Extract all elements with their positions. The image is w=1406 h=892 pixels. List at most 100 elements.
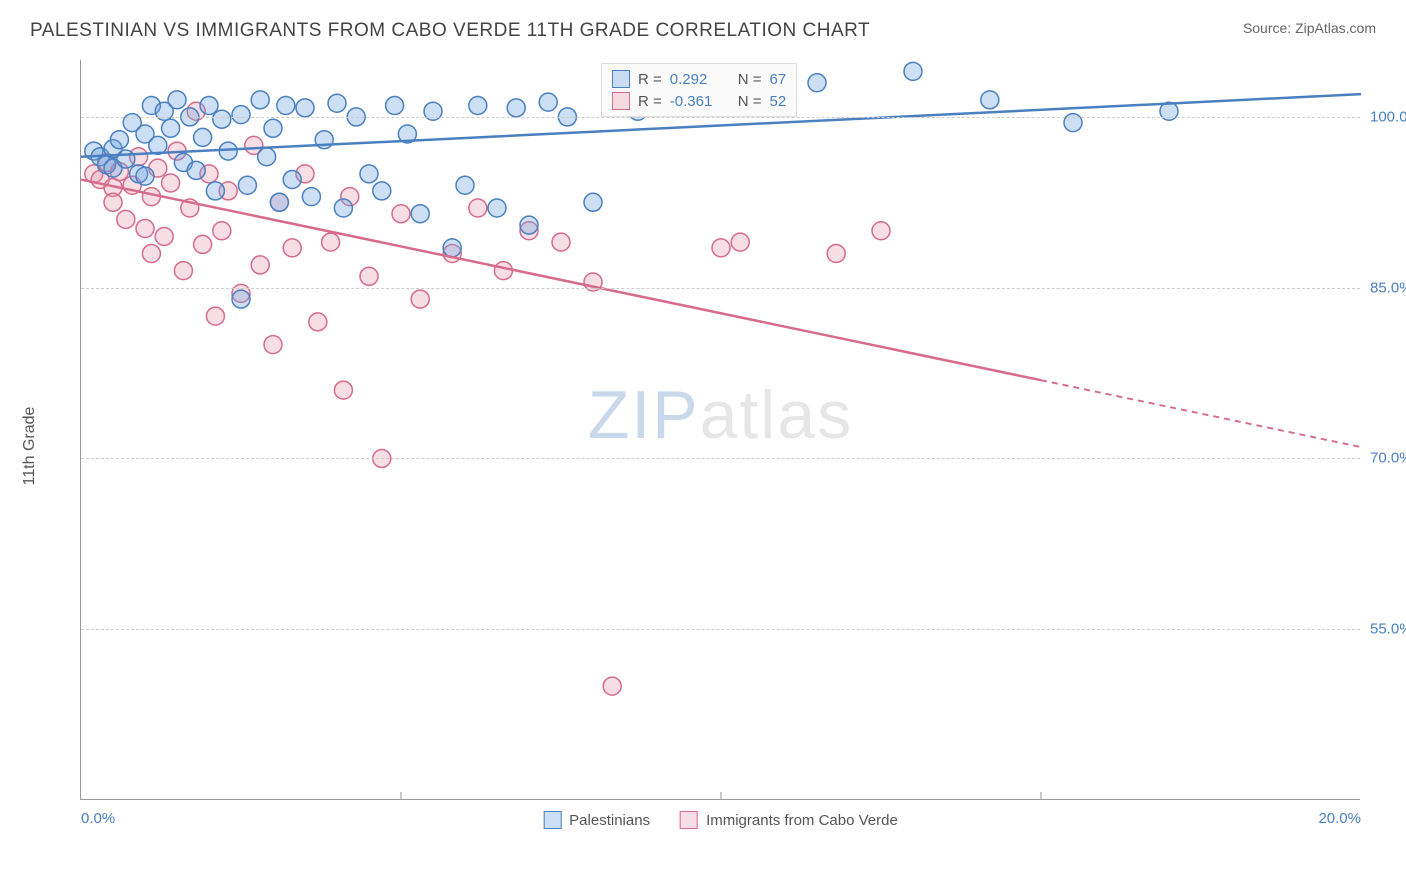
- scatter-point-a: [443, 239, 461, 257]
- plot-area: ZIPatlas R = 0.292 N = 67 R = -0.361 N =…: [80, 60, 1360, 800]
- legend-n-label-a: N =: [738, 71, 762, 88]
- scatter-point-b: [411, 290, 429, 308]
- scatter-point-b: [494, 262, 512, 280]
- chart-container: ZIPatlas R = 0.292 N = 67 R = -0.361 N =…: [80, 60, 1360, 800]
- scatter-point-b: [283, 239, 301, 257]
- legend-r-value-b: -0.361: [670, 93, 730, 110]
- legend-item-b: Immigrants from Cabo Verde: [680, 811, 898, 829]
- legend-row-series-b: R = -0.361 N = 52: [612, 90, 786, 112]
- scatter-point-a: [232, 106, 250, 124]
- scatter-point-b: [194, 235, 212, 253]
- scatter-point-a: [456, 176, 474, 194]
- scatter-point-a: [520, 216, 538, 234]
- scatter-point-a: [539, 93, 557, 111]
- y-tick-label: 55.0%: [1370, 621, 1406, 638]
- legend-r-label-b: R =: [638, 93, 662, 110]
- scatter-point-a: [187, 161, 205, 179]
- scatter-point-a: [277, 97, 295, 115]
- scatter-point-b: [213, 222, 231, 240]
- scatter-point-a: [168, 91, 186, 109]
- scatter-point-a: [200, 97, 218, 115]
- scatter-point-b: [872, 222, 890, 240]
- scatter-point-b: [155, 227, 173, 245]
- scatter-point-b: [104, 193, 122, 211]
- scatter-point-a: [373, 182, 391, 200]
- scatter-point-b: [117, 210, 135, 228]
- scatter-point-b: [136, 219, 154, 237]
- scatter-point-a: [904, 62, 922, 80]
- scatter-point-b: [469, 199, 487, 217]
- legend-correlation: R = 0.292 N = 67 R = -0.361 N = 52: [601, 63, 797, 117]
- scatter-point-b: [552, 233, 570, 251]
- trend-line-ext-b: [1041, 380, 1361, 447]
- legend-series: Palestinians Immigrants from Cabo Verde: [543, 811, 898, 829]
- scatter-point-a: [981, 91, 999, 109]
- legend-n-value-b: 52: [770, 93, 787, 110]
- legend-r-value-a: 0.292: [670, 71, 730, 88]
- scatter-point-a: [136, 167, 154, 185]
- scatter-point-a: [488, 199, 506, 217]
- scatter-point-a: [296, 99, 314, 117]
- x-tick-label: 20.0%: [1318, 810, 1361, 827]
- scatter-point-b: [322, 233, 340, 251]
- scatter-point-a: [264, 119, 282, 137]
- scatter-point-b: [309, 313, 327, 331]
- scatter-point-b: [603, 677, 621, 695]
- legend-r-label-a: R =: [638, 71, 662, 88]
- scatter-point-a: [232, 290, 250, 308]
- scatter-point-a: [162, 119, 180, 137]
- chart-title: PALESTINIAN VS IMMIGRANTS FROM CABO VERD…: [30, 20, 870, 42]
- scatter-point-b: [334, 381, 352, 399]
- scatter-point-b: [712, 239, 730, 257]
- y-tick-label: 100.0%: [1370, 108, 1406, 125]
- chart-svg: [81, 60, 1360, 799]
- scatter-point-b: [142, 245, 160, 263]
- scatter-point-a: [386, 97, 404, 115]
- chart-header: PALESTINIAN VS IMMIGRANTS FROM CABO VERD…: [0, 0, 1406, 52]
- legend-label-a: Palestinians: [569, 812, 650, 829]
- scatter-point-a: [411, 205, 429, 223]
- scatter-point-a: [328, 94, 346, 112]
- legend-n-label-b: N =: [738, 93, 762, 110]
- source-label: Source: ZipAtlas.com: [1243, 20, 1376, 36]
- scatter-point-b: [162, 174, 180, 192]
- scatter-point-b: [206, 307, 224, 325]
- trend-line-b: [81, 180, 1041, 381]
- scatter-point-b: [827, 245, 845, 263]
- scatter-point-a: [117, 150, 135, 168]
- scatter-point-a: [584, 193, 602, 211]
- scatter-point-a: [251, 91, 269, 109]
- scatter-point-a: [110, 131, 128, 149]
- legend-row-series-a: R = 0.292 N = 67: [612, 68, 786, 90]
- legend-swatch-b: [612, 92, 630, 110]
- scatter-point-b: [251, 256, 269, 274]
- scatter-point-a: [283, 171, 301, 189]
- scatter-point-b: [392, 205, 410, 223]
- scatter-point-a: [507, 99, 525, 117]
- legend-n-value-a: 67: [770, 71, 787, 88]
- scatter-point-b: [264, 336, 282, 354]
- legend-swatch-a: [612, 70, 630, 88]
- scatter-point-a: [270, 193, 288, 211]
- scatter-point-a: [238, 176, 256, 194]
- scatter-point-a: [469, 97, 487, 115]
- scatter-point-b: [731, 233, 749, 251]
- scatter-point-a: [302, 188, 320, 206]
- scatter-point-a: [808, 74, 826, 92]
- scatter-point-b: [174, 262, 192, 280]
- scatter-point-a: [213, 110, 231, 128]
- scatter-point-b: [360, 267, 378, 285]
- legend-label-b: Immigrants from Cabo Verde: [706, 812, 898, 829]
- scatter-point-a: [206, 182, 224, 200]
- x-tick-label: 0.0%: [81, 810, 115, 827]
- legend-bottom-swatch-a: [543, 811, 561, 829]
- y-tick-label: 85.0%: [1370, 279, 1406, 296]
- scatter-point-a: [194, 128, 212, 146]
- scatter-point-a: [258, 148, 276, 166]
- scatter-point-a: [360, 165, 378, 183]
- legend-item-a: Palestinians: [543, 811, 650, 829]
- y-tick-label: 70.0%: [1370, 450, 1406, 467]
- scatter-point-a: [334, 199, 352, 217]
- y-axis-title: 11th Grade: [21, 407, 39, 486]
- legend-bottom-swatch-b: [680, 811, 698, 829]
